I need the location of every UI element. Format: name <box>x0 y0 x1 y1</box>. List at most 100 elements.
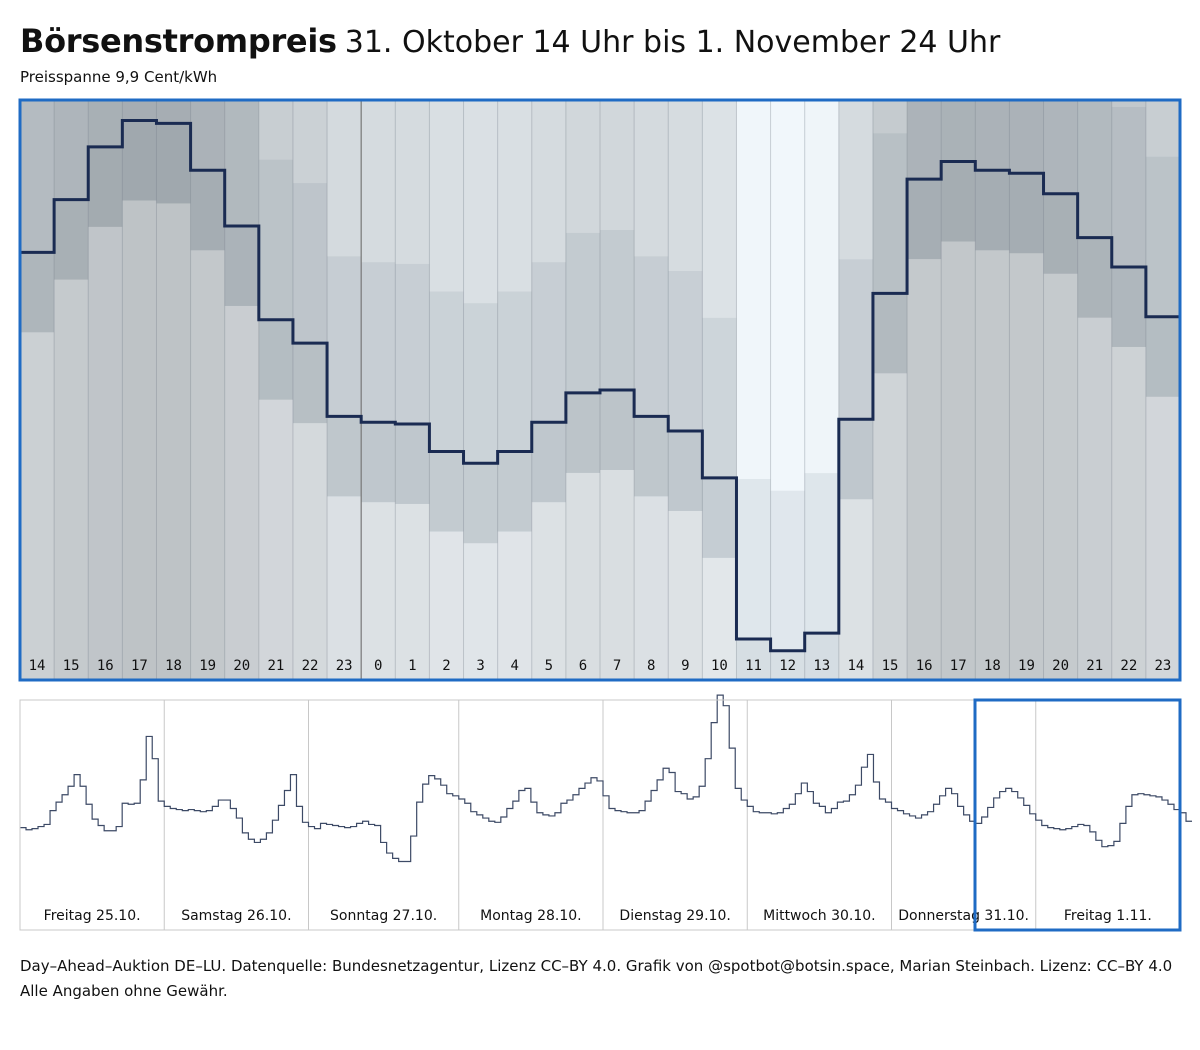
hour-band-upper <box>736 478 772 639</box>
hour-band-lower <box>975 170 1010 251</box>
hour-band-base <box>429 531 465 680</box>
hour-band-lower <box>54 199 89 280</box>
hour-band-lower <box>668 431 703 512</box>
hour-column <box>463 100 499 680</box>
day-label: Freitag 1.11. <box>1064 908 1152 924</box>
hour-column <box>634 100 669 680</box>
hour-band-upper <box>224 100 260 226</box>
overview-highlight <box>973 698 1182 932</box>
hour-band-lower <box>907 179 942 260</box>
hour-band-lower <box>122 120 157 201</box>
hour-label: 3 <box>476 658 484 674</box>
price-span-subtitle: Preisspanne 9,9 Cent/kWh <box>20 68 218 86</box>
hour-band-upper <box>20 100 55 253</box>
hour-label: 18 <box>165 658 182 674</box>
hour-band-base <box>327 496 362 680</box>
hour-band-base <box>1077 317 1113 680</box>
hour-band-upper <box>88 100 123 147</box>
hour-column <box>190 100 226 680</box>
hour-band-base <box>190 250 226 680</box>
hour-band-base <box>361 502 396 680</box>
hour-label: 15 <box>882 658 899 674</box>
hour-label: 5 <box>545 658 553 674</box>
hour-column <box>20 100 55 680</box>
overview-frame <box>19 699 1181 931</box>
overview-day-grid <box>163 700 1037 930</box>
hour-band-upper <box>941 100 976 162</box>
overview-price-line <box>20 694 1193 863</box>
hour-band-lower <box>634 416 669 497</box>
day-label: Donnerstag 31.10. <box>898 908 1029 924</box>
hour-band-lower <box>429 451 465 532</box>
hour-column <box>88 100 123 680</box>
hour-band-upper <box>975 100 1010 171</box>
hour-column <box>907 100 942 680</box>
hour-label: 2 <box>442 658 450 674</box>
hour-band-upper <box>804 473 840 634</box>
hour-label: 13 <box>813 658 830 674</box>
hour-band-lower <box>190 170 226 251</box>
price-line <box>20 119 1180 653</box>
hour-band-base <box>20 332 55 680</box>
hour-column <box>258 100 294 680</box>
hour-band-upper <box>1145 156 1180 317</box>
hour-band-upper <box>668 271 703 432</box>
hour-band-upper <box>258 159 294 320</box>
day-label: Mittwoch 30.10. <box>763 908 876 924</box>
hour-band-upper <box>702 317 737 478</box>
hour-column <box>156 100 192 680</box>
hour-label: 15 <box>63 658 80 674</box>
hour-label: 18 <box>984 658 1001 674</box>
hour-band-upper <box>361 262 396 423</box>
hour-band-base <box>634 496 669 680</box>
hour-column <box>804 100 840 680</box>
hour-band-lower <box>600 390 635 470</box>
hour-band-base <box>668 511 703 680</box>
hour-band-base <box>907 259 942 680</box>
hour-column <box>54 100 89 680</box>
hour-column <box>1145 100 1180 680</box>
hour-band-upper <box>497 291 533 452</box>
hour-column <box>1043 100 1079 680</box>
hour-band-upper <box>1077 100 1113 238</box>
hour-band-lower <box>395 423 430 504</box>
hour-band-lower <box>327 416 362 497</box>
hour-label: 4 <box>510 658 518 674</box>
hour-label: 12 <box>779 658 796 674</box>
hour-label: 11 <box>745 658 762 674</box>
hour-band-upper <box>429 291 465 452</box>
hour-label: 10 <box>711 658 728 674</box>
hour-label: 19 <box>199 658 216 674</box>
hour-band-upper <box>327 256 362 417</box>
hour-column <box>1009 100 1045 680</box>
hour-band-lower <box>156 123 192 204</box>
footer: Day–Ahead–Auktion DE–LU. Datenquelle: Bu… <box>20 954 1172 1004</box>
hour-band-lower <box>770 650 806 680</box>
hour-band-upper <box>122 100 157 121</box>
hour-band-lower <box>1043 193 1079 274</box>
hour-label: 19 <box>1018 658 1035 674</box>
hour-band-base <box>1111 346 1147 680</box>
hour-band-lower <box>872 293 908 374</box>
hour-band-upper <box>770 490 806 651</box>
hour-band-lower <box>702 477 737 558</box>
hour-band-lower <box>1145 316 1180 397</box>
hour-label: 14 <box>847 658 864 674</box>
hour-band-upper <box>600 230 635 390</box>
hour-band-lower <box>20 252 55 333</box>
hour-band-base <box>497 531 533 680</box>
hour-band-upper <box>531 262 567 423</box>
hour-column <box>531 100 567 680</box>
hour-column <box>361 100 396 680</box>
hour-column <box>668 100 703 680</box>
day-label: Freitag 25.10. <box>44 908 141 924</box>
hour-band-base <box>872 373 908 680</box>
hour-band-base <box>156 203 192 680</box>
hour-band-lower <box>1009 173 1045 254</box>
hour-band-base <box>565 472 601 680</box>
hour-band-lower <box>565 392 601 473</box>
hour-band-lower <box>224 225 260 306</box>
hour-band-base <box>1043 273 1079 680</box>
hour-column <box>702 100 737 680</box>
